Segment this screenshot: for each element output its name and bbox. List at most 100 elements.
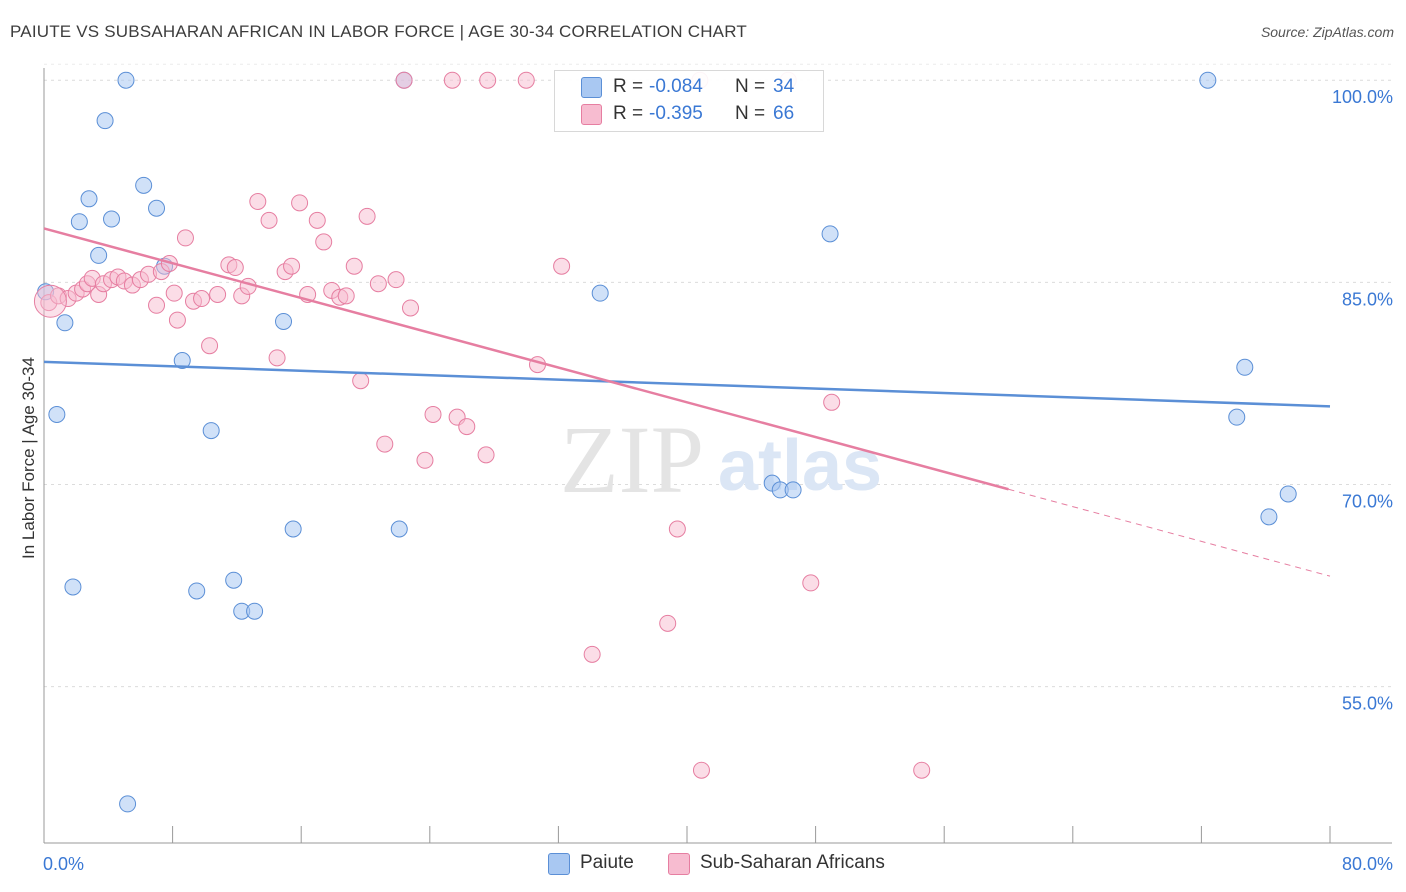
data-point-subsaharan [802, 574, 820, 592]
legend-r-label: R = [613, 76, 644, 97]
axes [43, 68, 1392, 844]
data-point-subsaharan [424, 405, 442, 423]
data-point-subsaharan [260, 211, 278, 229]
data-point-subsaharan [477, 446, 495, 464]
watermark: ZIP atlas [560, 406, 882, 513]
data-point-paiute [117, 71, 135, 89]
y-tick-label: 55.0% [1342, 694, 1393, 714]
data-point-subsaharan [308, 211, 326, 229]
data-point-paiute [135, 176, 153, 194]
data-point-subsaharan [193, 290, 211, 308]
data-point-paiute [1199, 71, 1217, 89]
trend-line-subsaharan [43, 227, 1009, 491]
data-point-paiute [188, 582, 206, 600]
legend-n-label: N = [735, 103, 766, 124]
data-point-subsaharan [209, 285, 227, 303]
data-point-subsaharan [315, 233, 333, 251]
data-point-subsaharan [176, 229, 194, 247]
data-point-subsaharan [458, 418, 476, 436]
data-point-paiute [284, 520, 302, 538]
legend-n-value-subsaharan: 66 [773, 103, 795, 124]
data-point-paiute [56, 314, 74, 332]
x-tick-label: 80.0% [1342, 854, 1393, 874]
legend-r-label: R = [613, 103, 644, 124]
legend-n-value-paiute: 34 [773, 76, 795, 97]
data-point-subsaharan [283, 257, 301, 275]
data-point-paiute [275, 312, 293, 330]
data-point-paiute [821, 225, 839, 243]
y-tick-label: 85.0% [1342, 289, 1393, 309]
legend-swatch-subsaharan [668, 853, 690, 875]
data-point-paiute [1228, 408, 1246, 426]
legend-label-paiute: Paiute [580, 852, 634, 873]
legend-r-value-paiute: -0.084 [649, 76, 703, 97]
data-point-subsaharan [416, 451, 434, 469]
data-point-subsaharan [291, 194, 309, 212]
data-point-subsaharan [583, 645, 601, 663]
data-point-paiute [80, 190, 98, 208]
data-point-subsaharan [395, 71, 413, 89]
data-point-paiute [96, 112, 114, 130]
data-point-paiute [70, 213, 88, 231]
data-point-subsaharan [168, 311, 186, 329]
data-point-subsaharan [369, 275, 387, 293]
data-point-subsaharan [692, 761, 710, 779]
data-point-subsaharan [823, 393, 841, 411]
data-point-subsaharan [352, 372, 370, 390]
data-point-paiute [173, 352, 191, 370]
x-tick-label: 0.0% [43, 854, 84, 874]
data-point-subsaharan [249, 193, 267, 211]
data-point-subsaharan [659, 614, 677, 632]
legend-swatch-paiute [548, 853, 570, 875]
data-point-subsaharan [165, 284, 183, 302]
y-tick-label: 100.0% [1332, 87, 1393, 107]
legend-n-label: N = [735, 76, 766, 97]
data-point-paiute [103, 210, 121, 228]
data-point-paiute [202, 422, 220, 440]
data-point-subsaharan [345, 257, 363, 275]
data-point-subsaharan [443, 71, 461, 89]
data-point-subsaharan [668, 520, 686, 538]
gridlines [44, 63, 1392, 688]
trend-line-paiute [43, 360, 1331, 408]
legend-label-subsaharan: Sub-Saharan Africans [700, 852, 885, 873]
source-credit: Source: ZipAtlas.com [1260, 24, 1394, 40]
data-point-subsaharan [376, 435, 394, 453]
data-point-subsaharan [268, 349, 286, 367]
data-point-subsaharan [402, 299, 420, 317]
data-point-paiute [784, 481, 802, 499]
data-point-subsaharan [201, 337, 219, 355]
tick-labels: 55.0% 70.0% 85.0% 100.0% 0.0% 80.0% [43, 87, 1393, 874]
data-point-subsaharan [913, 761, 931, 779]
data-point-paiute [1260, 508, 1278, 526]
chart-title: PAIUTE VS SUBSAHARAN AFRICAN IN LABOR FO… [10, 22, 747, 41]
data-point-subsaharan-cluster [33, 284, 67, 318]
data-point-paiute [119, 795, 137, 813]
trend-lines [43, 227, 1331, 577]
trend-line-subsaharan-projection [1008, 488, 1331, 577]
data-point-paiute [1236, 358, 1254, 376]
data-point-paiute [90, 246, 108, 264]
data-point-paiute [246, 602, 264, 620]
y-tick-label: 70.0% [1342, 492, 1393, 512]
data-point-paiute [225, 571, 243, 589]
data-point-paiute [64, 578, 82, 596]
data-point-paiute [591, 284, 609, 302]
y-axis-label: In Labor Force | Age 30-34 [19, 357, 38, 559]
data-point-paiute [48, 405, 66, 423]
data-point-subsaharan [358, 207, 376, 225]
correlation-legend: R = -0.084 N = 34 R = -0.395 N = 66 [554, 70, 824, 132]
data-point-subsaharan [553, 257, 571, 275]
data-point-subsaharan [226, 259, 244, 277]
data-point-subsaharan [148, 296, 166, 314]
legend-swatch-paiute [581, 77, 602, 98]
watermark-zip: ZIP [560, 406, 704, 513]
data-point-subsaharan [479, 71, 497, 89]
data-point-paiute [390, 520, 408, 538]
data-point-subsaharan [387, 271, 405, 289]
data-point-subsaharan [517, 71, 535, 89]
data-point-paiute [148, 199, 166, 217]
data-point-subsaharan [337, 287, 355, 305]
legend-swatch-subsaharan [581, 104, 602, 125]
